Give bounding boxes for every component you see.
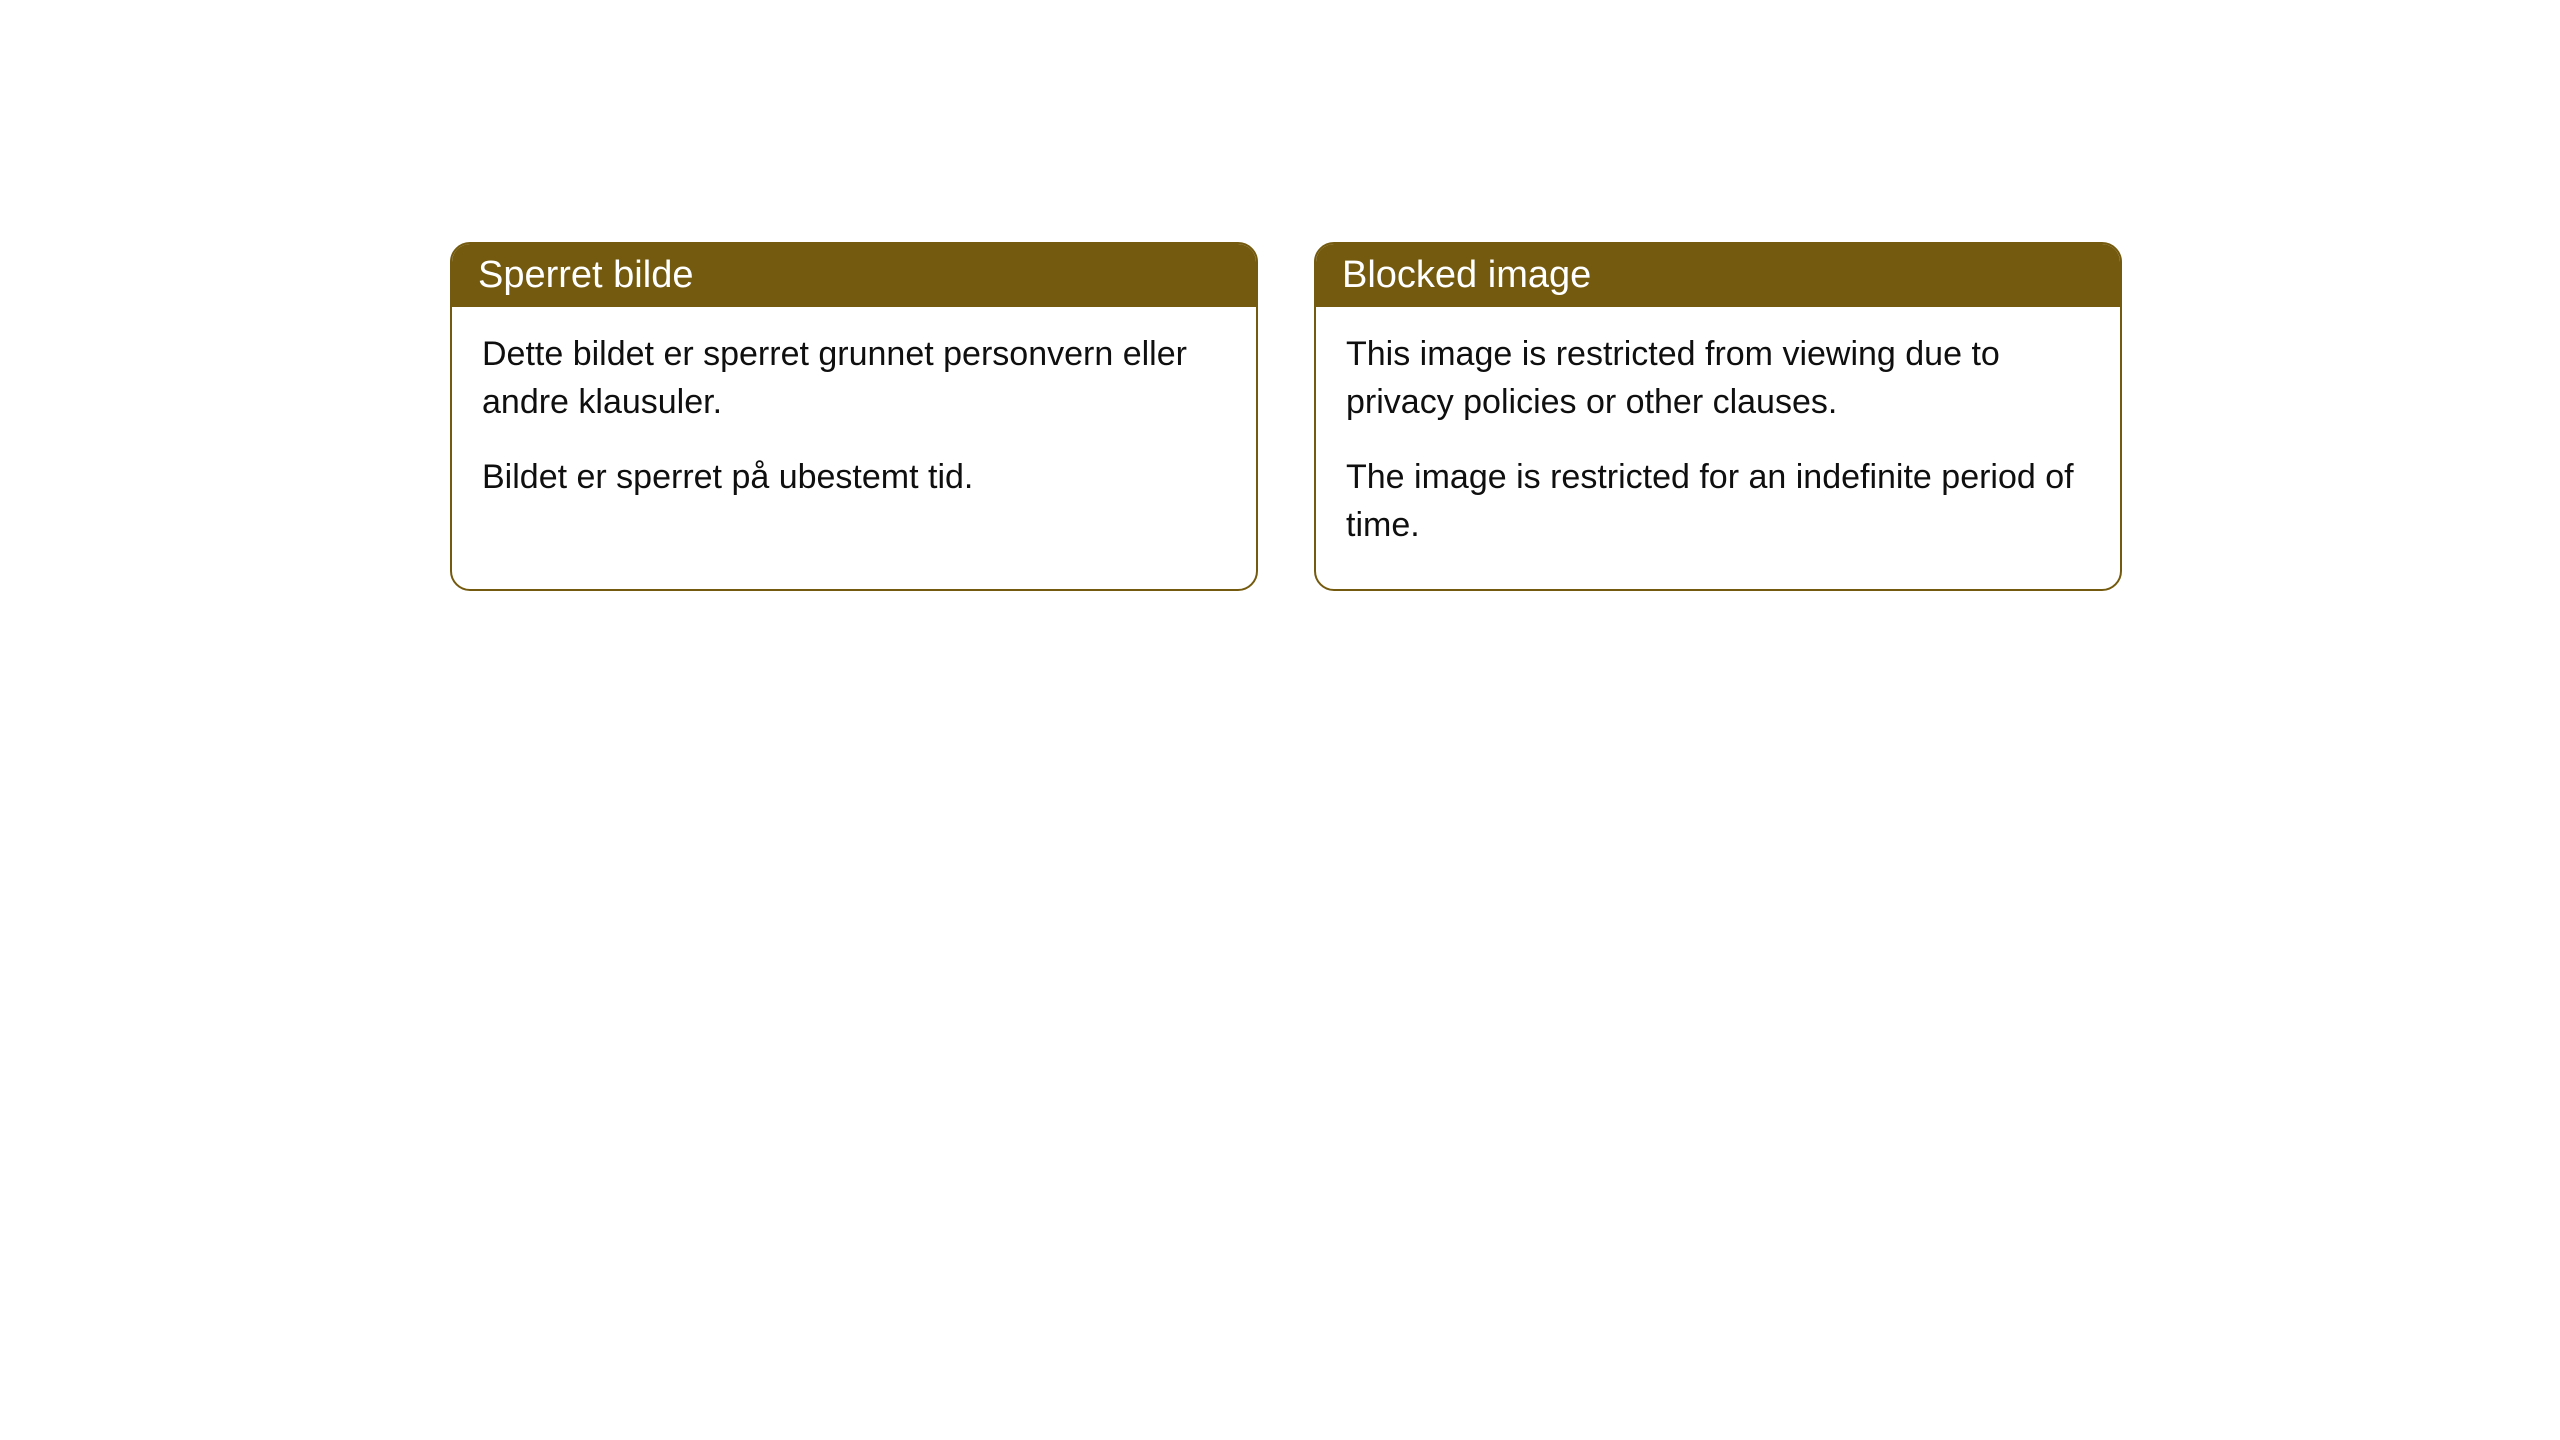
notice-cards-container: Sperret bilde Dette bildet er sperret gr… (450, 242, 2122, 591)
card-body: This image is restricted from viewing du… (1316, 307, 2120, 589)
notice-card-norwegian: Sperret bilde Dette bildet er sperret gr… (450, 242, 1258, 591)
card-body: Dette bildet er sperret grunnet personve… (452, 307, 1256, 542)
card-title: Sperret bilde (478, 254, 693, 296)
card-paragraph: The image is restricted for an indefinit… (1346, 454, 2090, 549)
card-paragraph: Bildet er sperret på ubestemt tid. (482, 454, 1226, 502)
card-header: Blocked image (1316, 244, 2120, 307)
card-title: Blocked image (1342, 254, 1591, 296)
card-paragraph: Dette bildet er sperret grunnet personve… (482, 331, 1226, 426)
notice-card-english: Blocked image This image is restricted f… (1314, 242, 2122, 591)
card-header: Sperret bilde (452, 244, 1256, 307)
card-paragraph: This image is restricted from viewing du… (1346, 331, 2090, 426)
